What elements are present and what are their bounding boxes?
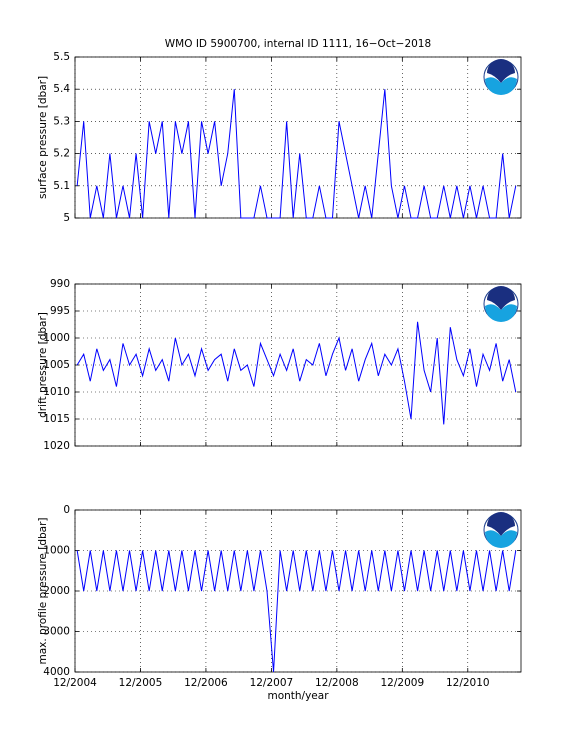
axes-frame — [74, 509, 522, 673]
data-line — [76, 89, 517, 219]
y-tick-label: 4000 — [43, 666, 70, 678]
logo-wave — [485, 304, 517, 322]
y-tick-label: 1000 — [43, 545, 70, 557]
y-tick-label: 1000 — [43, 332, 70, 344]
axes-frame — [74, 56, 522, 219]
y-tick-label: 3000 — [43, 626, 70, 638]
y-tick-label: 1010 — [43, 386, 70, 398]
logo — [483, 512, 519, 548]
y-tick-label: 5.5 — [53, 51, 70, 63]
x-tick-label: 12/2008 — [315, 677, 359, 689]
logo-wave — [485, 77, 517, 95]
logo-bird — [487, 512, 515, 536]
axes-frame — [74, 283, 522, 447]
logo-bird — [487, 286, 515, 310]
logo-bird — [487, 59, 515, 83]
chart-title: WMO ID 5900700, internal ID 1111, 16−Oct… — [165, 38, 431, 50]
y-tick-label: 5.3 — [53, 115, 70, 127]
x-tick-label: 12/2010 — [446, 677, 490, 689]
y-tick-label: 2000 — [43, 585, 70, 597]
y-tick-label: 5.2 — [53, 148, 70, 160]
y-tick-label: 995 — [50, 305, 70, 317]
y-tick-label: 1015 — [43, 413, 70, 425]
logo — [483, 286, 519, 322]
x-tick-label: 12/2004 — [53, 677, 97, 689]
data-line — [76, 550, 517, 673]
y-tick-label: 0 — [63, 504, 70, 516]
x-tick-label: 12/2009 — [381, 677, 425, 689]
y-axis-label: max. profile pressure [dbar] — [37, 517, 49, 664]
x-axis-label: month/year — [267, 690, 329, 702]
logo — [483, 59, 519, 95]
logo-wave — [485, 530, 517, 548]
data-line — [76, 321, 517, 425]
y-tick-label: 1005 — [43, 359, 70, 371]
y-axis-label: drift pressure [dbar] — [37, 312, 49, 418]
y-tick-label: 5.4 — [53, 83, 70, 95]
y-tick-label: 1020 — [43, 440, 70, 452]
x-tick-label: 12/2007 — [250, 677, 294, 689]
y-tick-label: 990 — [50, 278, 70, 290]
x-tick-label: 12/2006 — [184, 677, 228, 689]
y-tick-label: 5.1 — [53, 180, 70, 192]
y-axis-label: surface pressure [dbar] — [37, 76, 49, 199]
y-tick-label: 5 — [63, 212, 70, 224]
x-tick-label: 12/2005 — [119, 677, 163, 689]
